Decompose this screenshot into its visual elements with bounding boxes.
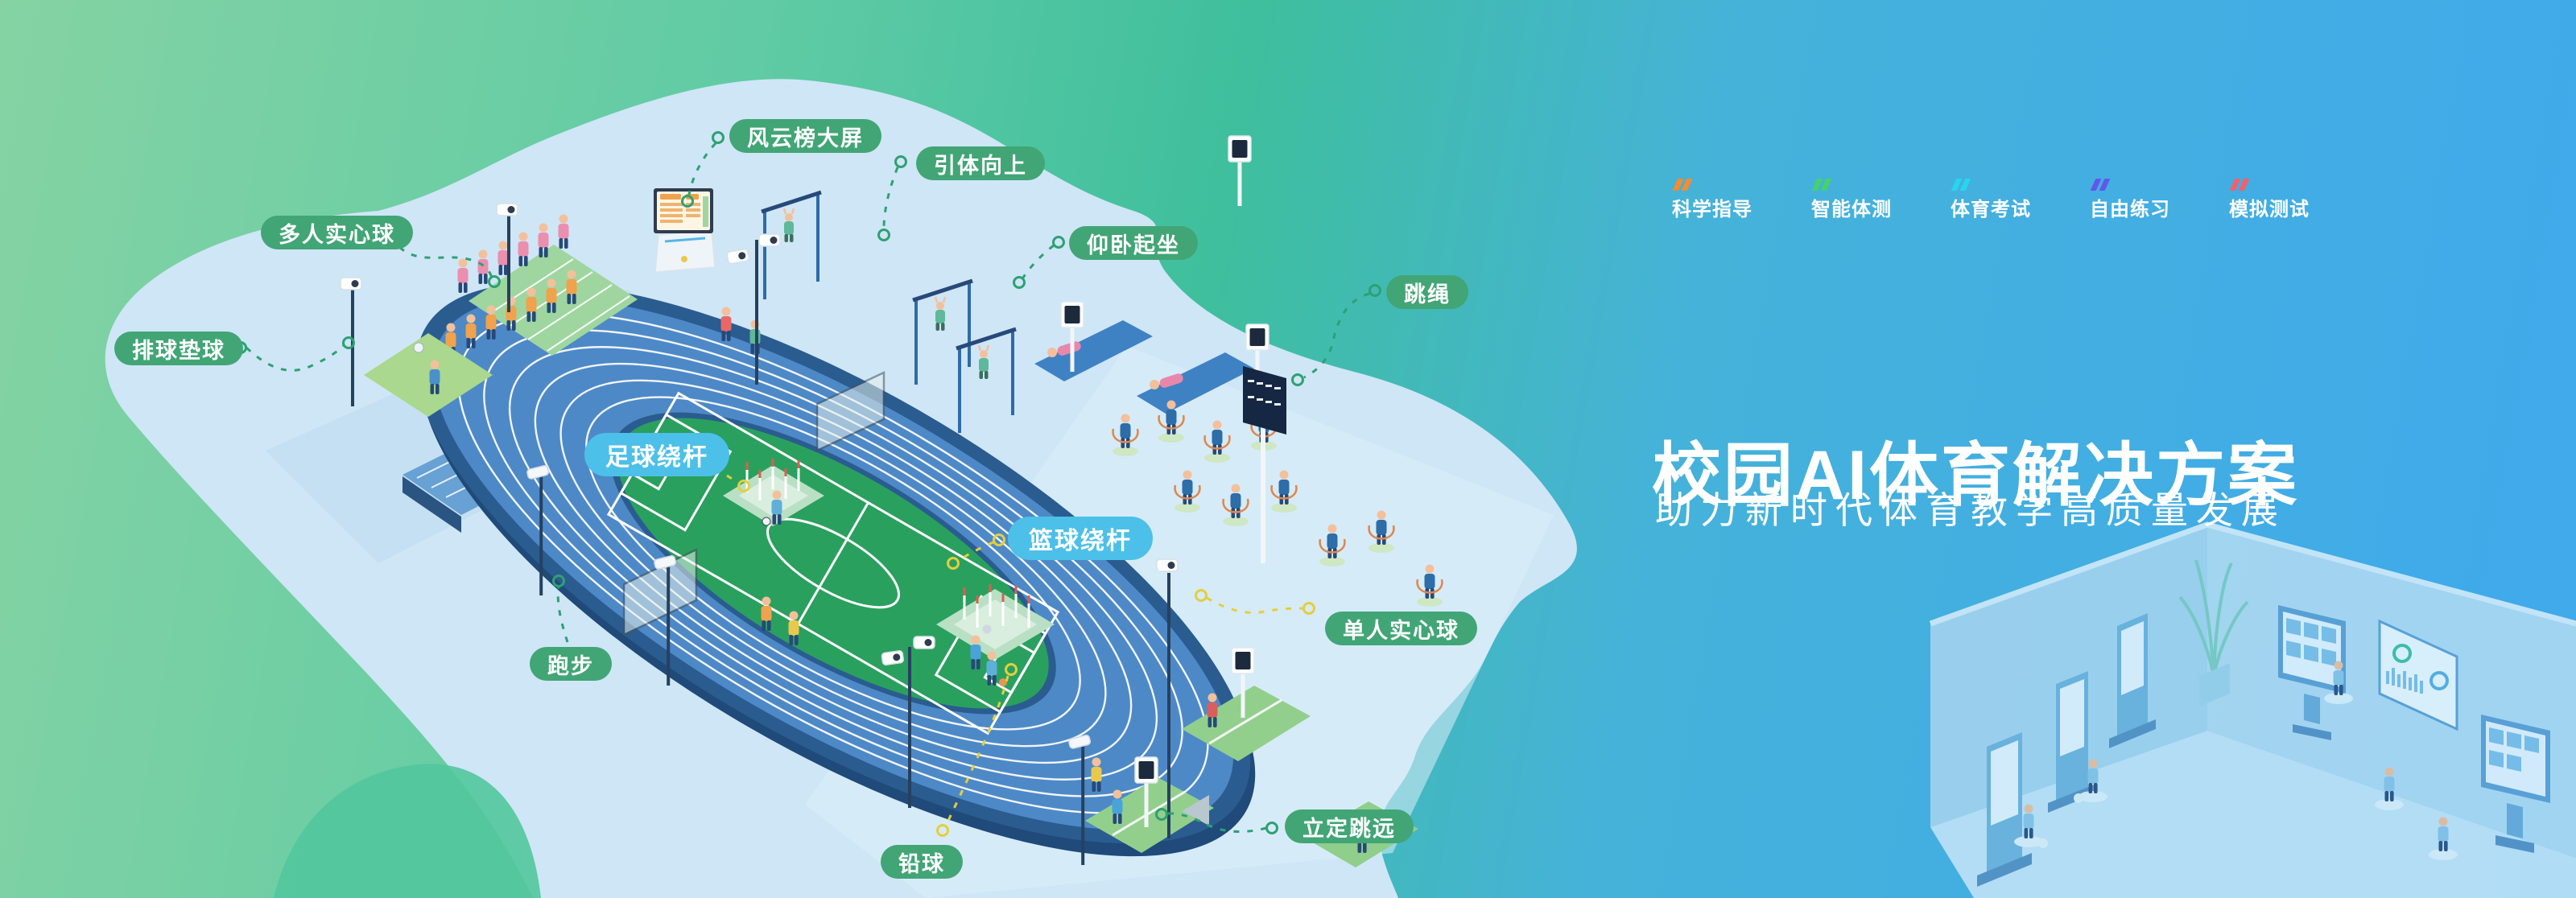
nav-item-free-practice[interactable]: 自由练习 — [2090, 179, 2227, 221]
totem-kiosks — [1977, 613, 2156, 887]
station-label-sit-up: 仰卧起坐 — [1069, 226, 1198, 260]
nav-item-smart-fitness-test[interactable]: 智能体测 — [1811, 179, 1948, 221]
nav-item-sports-exam[interactable]: 体育考试 — [1951, 179, 2087, 221]
double-slash-icon — [1951, 179, 2087, 192]
station-label-volleyball: 排球垫球 — [114, 332, 243, 365]
wall-screen-left — [2278, 605, 2346, 740]
plant — [2178, 559, 2249, 706]
connectors — [234, 131, 1381, 837]
indoor-room-illustration — [1929, 521, 2576, 898]
double-slash-icon — [1672, 179, 1809, 192]
station-label-rope-skip: 跳绳 — [1386, 275, 1468, 309]
double-slash-icon — [2229, 179, 2366, 192]
nav-item-label: 智能体测 — [1811, 199, 1892, 220]
nav-item-mock-test[interactable]: 模拟测试 — [2229, 179, 2366, 221]
station-label-football: 足球绕杆 — [584, 433, 729, 476]
page-title: 校园AI体育解决方案 — [1652, 436, 2299, 514]
station-label-shot-put: 铅球 — [881, 845, 963, 879]
nav-item-label: 自由练习 — [2090, 199, 2170, 220]
leaderboard-kiosk — [654, 188, 716, 273]
station-label-pull-up: 引体向上 — [916, 146, 1045, 180]
nav-item-label: 科学指导 — [1672, 199, 1752, 220]
pull-up-station — [761, 190, 1017, 433]
mint-accent-blob — [274, 764, 541, 898]
page-subtitle: 助力新时代体育教学高质量发展 — [1655, 489, 2286, 531]
running-track — [415, 282, 1256, 857]
station-label-long-jump: 立定跳远 — [1285, 809, 1414, 843]
wall-dashboard — [2378, 619, 2458, 731]
room-people — [2014, 661, 2458, 860]
multi-ball-station — [445, 214, 638, 357]
sit-up-station — [1034, 135, 1269, 414]
station-label-multi-ball: 多人实心球 — [261, 216, 413, 249]
scoreboard — [1243, 366, 1286, 563]
nav-item-label: 体育考试 — [1951, 199, 2031, 220]
camera-poles — [496, 203, 1179, 866]
volleyball-station — [340, 277, 493, 417]
double-slash-icon — [1811, 179, 1948, 192]
football-slalom-station — [723, 459, 824, 526]
nav-item-science-guidance[interactable]: 科学指导 — [1672, 179, 1809, 221]
station-label-leaderboard: 风云榜大屏 — [729, 119, 881, 153]
wall-screen-right — [2481, 715, 2550, 853]
station-label-basketball: 篮球绕杆 — [1008, 517, 1153, 560]
station-label-single-ball: 单人实心球 — [1325, 612, 1477, 645]
station-label-running: 跑步 — [530, 647, 612, 681]
nav-item-label: 模拟测试 — [2229, 199, 2310, 220]
double-slash-icon — [2090, 179, 2227, 192]
long-jump-station — [1085, 647, 1311, 853]
